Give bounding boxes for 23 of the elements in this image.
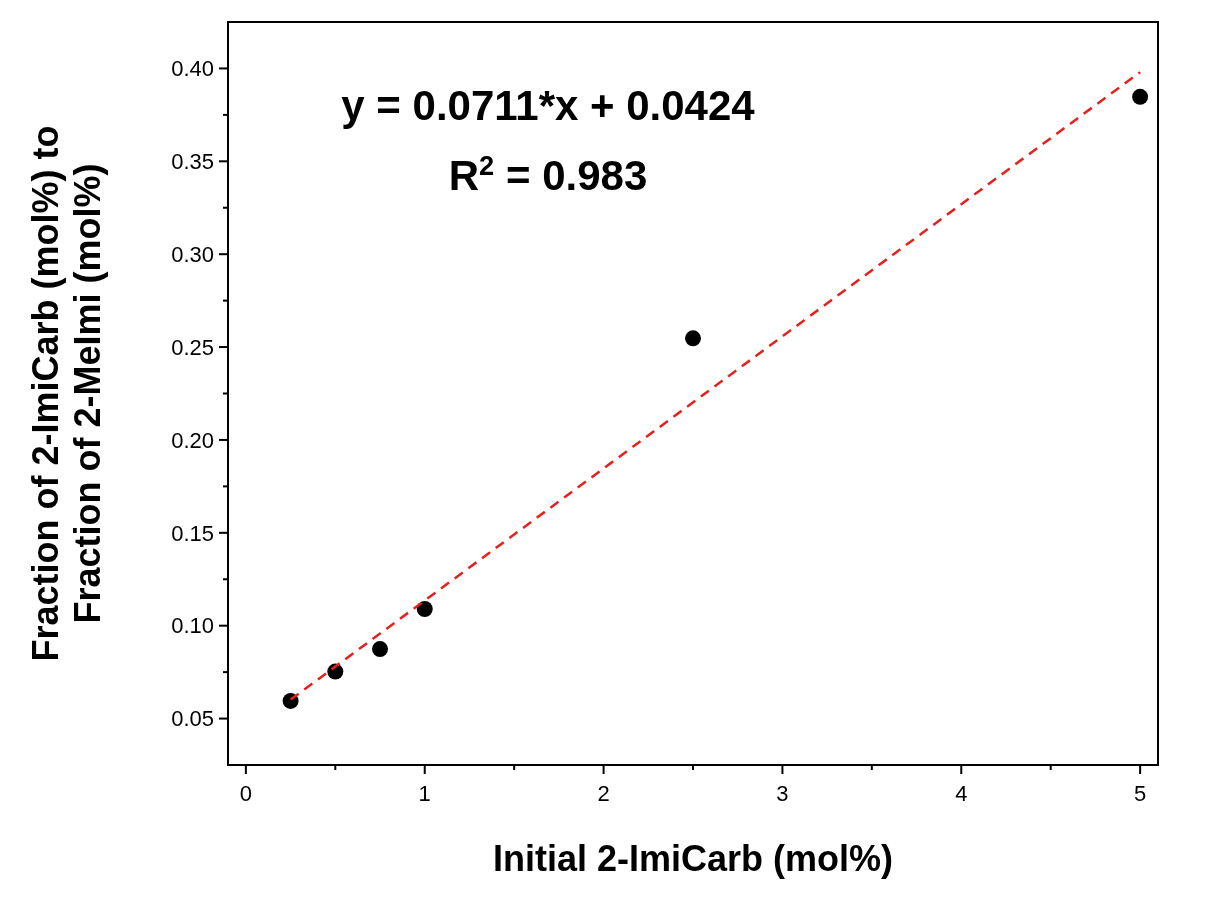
y-tick-label: 0.10 xyxy=(171,613,214,639)
y-tick-label: 0.25 xyxy=(171,334,214,360)
y-tick-label: 0.05 xyxy=(171,706,214,732)
annotation: y = 0.0711*x + 0.0424 xyxy=(341,82,756,129)
x-tick-label: 1 xyxy=(418,781,431,806)
annotation: R$^{2}$ = 0.983 xyxy=(448,149,648,199)
y-axis-title: Fraction of 2-ImiCarb (mol%) to Fraction of 2-MeImi (mol%) xyxy=(25,125,108,662)
y-tick-label: 0.15 xyxy=(171,520,214,546)
y-tick-label: 0.40 xyxy=(171,56,214,82)
point xyxy=(416,600,433,617)
y-tick-label: 0.35 xyxy=(171,149,214,175)
x-tick-label: 2 xyxy=(597,781,610,806)
y-tick-label: 0.30 xyxy=(171,241,214,267)
x-tick-label: 4 xyxy=(955,781,968,806)
x-tick-label: 0 xyxy=(239,781,253,806)
x-tick-label: 5 xyxy=(1133,781,1147,806)
point xyxy=(685,330,701,347)
y-tick-label: 0.20 xyxy=(171,427,214,453)
point xyxy=(1132,88,1149,105)
point xyxy=(282,692,299,709)
x-tick-label: 3 xyxy=(776,781,789,806)
point xyxy=(372,641,389,658)
x-axis-title: Initial 2-ImiCarb (mol%) xyxy=(492,838,894,879)
